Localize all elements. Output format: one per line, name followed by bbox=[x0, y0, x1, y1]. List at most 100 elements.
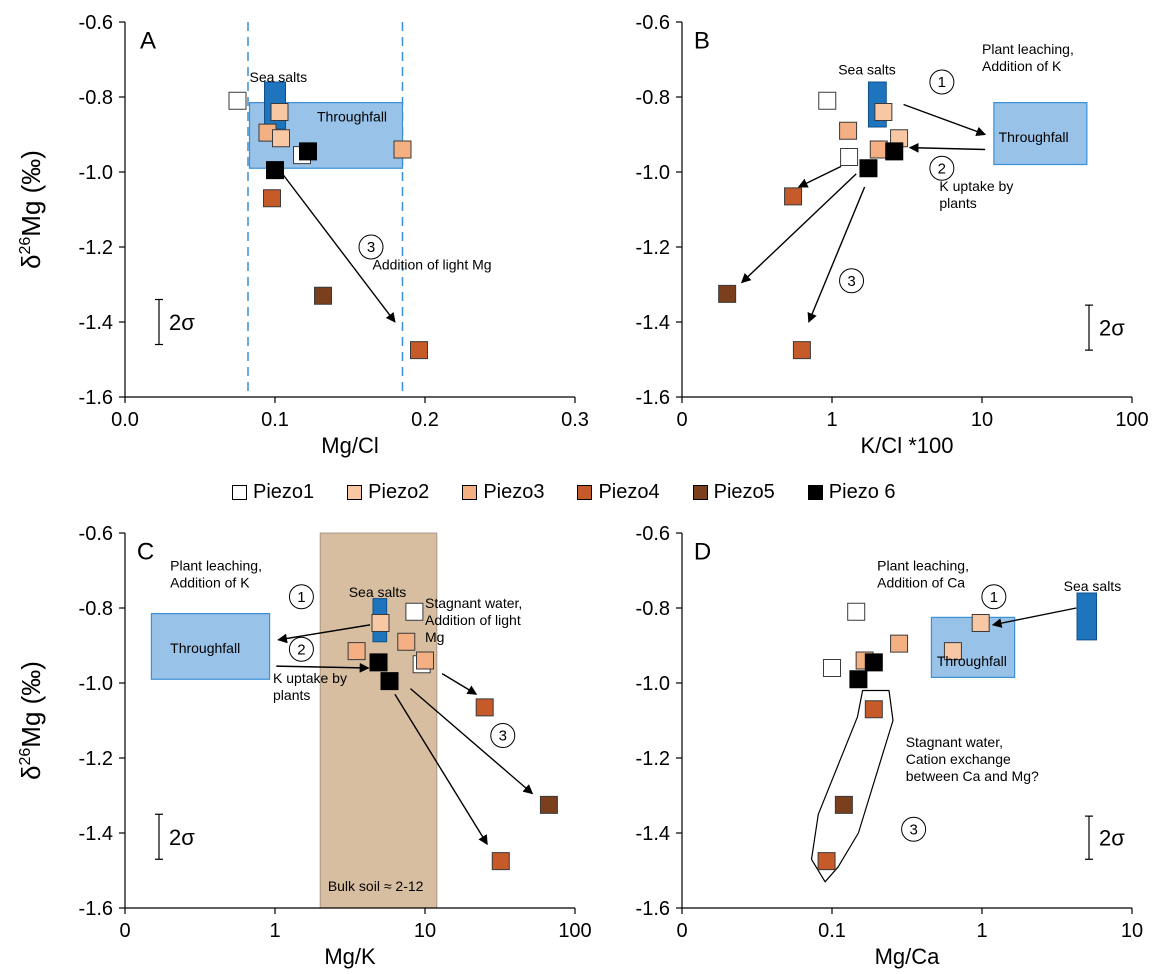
stagnant-field-outline bbox=[810, 689, 894, 883]
throughfall-box bbox=[993, 102, 1088, 166]
data-point-piezo-6 bbox=[849, 670, 868, 689]
y-tick-label: -0.6 bbox=[79, 12, 113, 34]
y-tick-label: -1.4 bbox=[636, 823, 670, 845]
y-tick-label: -1.4 bbox=[79, 312, 113, 334]
process-arrow bbox=[276, 662, 370, 673]
legend-label-piezo2: Piezo2 bbox=[368, 481, 430, 503]
sea-salts-box bbox=[1076, 592, 1098, 641]
data-point-piezo5 bbox=[718, 284, 737, 303]
data-point-piezo2 bbox=[272, 129, 290, 148]
x-axis-label: Mg/K bbox=[324, 944, 376, 969]
y-tick-label: -1.6 bbox=[79, 387, 113, 409]
process-number-circle bbox=[288, 584, 314, 610]
y-tick-label: -0.6 bbox=[636, 523, 670, 545]
legend-item-piezo4: Piezo4 bbox=[577, 481, 660, 504]
data-point-piezo3 bbox=[416, 651, 434, 670]
annotation-throughfall: Throughfall bbox=[317, 108, 387, 124]
process-arrow bbox=[807, 186, 866, 323]
process-arrow bbox=[281, 173, 396, 323]
panel-a: -0.6 -0.8 -1.0 -1.2 -1.4 -1.60.0 0.1 0.2 0.3 Mg/C… bbox=[16, 12, 589, 458]
y-tick-label: -1.6 bbox=[636, 387, 670, 409]
process-arrow bbox=[797, 165, 842, 188]
annotation-stagnant-water: Stagnant water, Addition of light Mg bbox=[425, 595, 522, 645]
legend-swatch-piezo2 bbox=[347, 485, 363, 500]
x-tick-label: 1 bbox=[976, 920, 987, 942]
legend-swatch-piezo1 bbox=[232, 485, 247, 500]
x-tick-label: 0 bbox=[676, 920, 687, 942]
annotation-stagnant-water: Stagnant water, Cation exchange between Ca… bbox=[906, 734, 1039, 784]
process-number: 1 bbox=[938, 74, 946, 91]
process-number-circle bbox=[929, 155, 955, 181]
y-tick-label: -0.8 bbox=[636, 87, 670, 109]
y-tick-label: -0.6 bbox=[79, 523, 113, 545]
data-point-piezo1 bbox=[405, 602, 424, 621]
y-axis-label: δ26Mg (‰) bbox=[16, 150, 46, 269]
legend-label-piezo3: Piezo3 bbox=[483, 481, 545, 503]
data-point-piezo3 bbox=[869, 140, 888, 159]
x-axis-label: Mg/Ca bbox=[875, 944, 941, 969]
x-tick-label: 10 bbox=[1121, 920, 1143, 942]
panel-letter: A bbox=[140, 27, 156, 54]
legend-label-piezo6: Piezo 6 bbox=[828, 481, 896, 503]
annotation-sea-salts: Sea salts bbox=[1064, 578, 1122, 594]
annotation-sea-salts: Sea salts bbox=[250, 69, 308, 85]
y-tick-label: -1.0 bbox=[636, 673, 670, 695]
process-arrow bbox=[277, 624, 371, 644]
panel-letter: B bbox=[694, 27, 710, 54]
process-number-circle bbox=[901, 816, 927, 842]
data-point-piezo3 bbox=[347, 642, 366, 661]
process-number-circle bbox=[490, 723, 516, 748]
process-number: 3 bbox=[847, 273, 855, 290]
data-point-piezo5 bbox=[314, 286, 332, 305]
process-number: 3 bbox=[499, 728, 507, 745]
y-tick-label: -0.6 bbox=[636, 12, 670, 34]
process-number-circle bbox=[929, 69, 955, 95]
y-tick-label: -1.6 bbox=[79, 898, 113, 920]
x-tick-label: 0.0 bbox=[111, 409, 139, 431]
legend-label-piezo4: Piezo4 bbox=[598, 481, 660, 503]
legend-item-piezo3: Piezo3 bbox=[462, 481, 544, 504]
x-axis-label: K/Cl *100 bbox=[861, 433, 954, 458]
panel-d: -0.6 -0.8 -1.0 -1.2 -1.4 -1.6 0 0.1 1 10 Mg/Ca 2σ 1 3… bbox=[636, 523, 1144, 969]
process-number-circle bbox=[358, 234, 384, 260]
annotation-plant-leaching: Plant leaching, Addition of K bbox=[170, 558, 262, 591]
x-tick-label: 10 bbox=[414, 920, 436, 942]
data-point-piezo-6 bbox=[380, 672, 399, 691]
data-point-piezo2 bbox=[943, 642, 962, 661]
x-tick-label: 0.1 bbox=[818, 920, 846, 942]
data-point-piezo1 bbox=[847, 602, 866, 621]
process-arrow bbox=[394, 693, 488, 846]
y-tick-label: -0.8 bbox=[79, 598, 113, 620]
annotation-plant-leaching: Plant leaching, Addition of Ca bbox=[877, 558, 969, 591]
x-tick-label: 100 bbox=[1115, 409, 1148, 431]
data-point-piezo4 bbox=[817, 852, 836, 871]
panel-c: -0.6 -0.8 -1.0 -1.2 -1.4 -1.6 0 1 10 100 Mg/K δ26Mg… bbox=[16, 523, 592, 969]
y-axis-label: δ26Mg (‰) bbox=[16, 661, 46, 780]
data-point-piezo4 bbox=[263, 189, 281, 208]
y-tick-label: -1.0 bbox=[636, 162, 670, 184]
throughfall-box bbox=[150, 613, 271, 680]
process-number: 1 bbox=[990, 589, 998, 606]
y-tick-label: -1.2 bbox=[636, 748, 670, 770]
process-number: 1 bbox=[297, 589, 305, 606]
x-tick-label: 0.3 bbox=[561, 409, 589, 431]
annotation-sea-salts: Sea salts bbox=[349, 584, 407, 600]
data-point-piezo-6 bbox=[299, 142, 317, 161]
x-tick-label: 100 bbox=[558, 920, 591, 942]
error-bar-label: 2σ bbox=[1099, 826, 1125, 851]
y-tick-label: -0.8 bbox=[636, 598, 670, 620]
annotation-k-uptake-by: K uptake by plants bbox=[939, 178, 1013, 211]
data-point-piezo-6 bbox=[369, 653, 388, 672]
data-point-piezo1 bbox=[818, 91, 837, 110]
legend: Piezo1 Piezo2 Piezo3 Piezo4 Piezo5 Piezo… bbox=[232, 481, 929, 504]
y-tick-label: -1.2 bbox=[636, 237, 670, 259]
process-number-circle bbox=[288, 636, 314, 662]
process-number: 2 bbox=[297, 641, 305, 658]
data-point-piezo1 bbox=[823, 659, 841, 677]
annotation-sea-salts: Sea salts bbox=[838, 62, 896, 78]
process-number: 3 bbox=[367, 239, 375, 256]
process-arrow bbox=[410, 688, 534, 795]
annotation-bulk-soil-2-12: Bulk soil ≈ 2-12 bbox=[328, 878, 424, 894]
data-point-piezo2 bbox=[371, 614, 390, 632]
